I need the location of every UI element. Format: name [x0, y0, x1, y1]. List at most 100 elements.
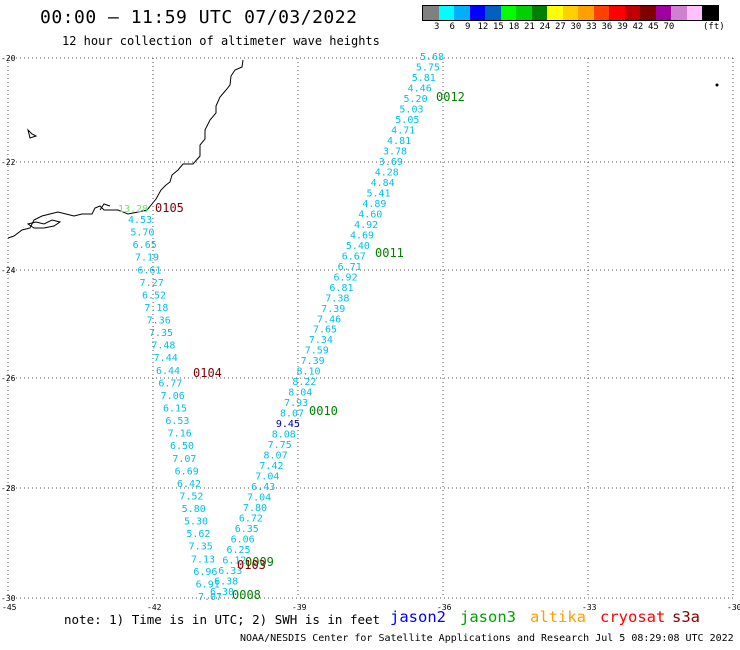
wave-height-label: 7.07 — [198, 592, 222, 603]
wave-height-label: 4.81 — [387, 136, 411, 147]
color-scale-legend — [422, 5, 719, 21]
page-subtitle: 12 hour collection of altimeter wave hei… — [62, 34, 380, 48]
legend-swatch — [624, 6, 640, 20]
wave-height-label: 8.22 — [292, 377, 316, 388]
map-grid: -20-22-24-26-28-30-45 -42 -39 -36 -33 -30 — [1, 54, 740, 612]
wave-height-label: 6.72 — [239, 514, 263, 525]
legend-swatch — [702, 6, 718, 20]
wave-height-label: 5.81 — [412, 73, 436, 84]
pass-time-tag: 0103 — [237, 558, 266, 572]
lat-tick-label: -24 — [1, 266, 16, 275]
page-title: 00:00 – 11:59 UTC 07/03/2022 — [40, 7, 358, 28]
wave-height-label: 7.48 — [151, 341, 175, 352]
legend-tick-label: 27 — [555, 22, 566, 32]
wave-height-label: 6.33 — [218, 566, 242, 577]
wave-height-label: 6.67 — [342, 251, 366, 262]
legend-tick-label: 18 — [508, 22, 520, 32]
lon-tick-label: -30 — [727, 603, 740, 612]
pass-time-tag: 0009 — [245, 555, 274, 569]
bay-path — [26, 219, 62, 229]
wave-height-label: 6.65 — [133, 240, 157, 251]
legend-tick-label: 36 — [601, 22, 613, 32]
altimeter-tracks: 4.535.706.657.196.617.276.527.187.367.35… — [118, 52, 465, 603]
wave-height-label: 6.44 — [156, 366, 180, 377]
wave-height-label: 4.46 — [408, 83, 432, 94]
legend-unit-label: (ft) — [703, 22, 725, 32]
legend-tick-label: 6 — [449, 22, 455, 32]
coastline-path — [7, 59, 244, 239]
wave-height-label: 6.61 — [137, 265, 161, 276]
wave-height-label: 5.80 — [182, 504, 206, 515]
wave-height-label: 7.75 — [268, 440, 292, 451]
island-dot — [715, 83, 719, 87]
wave-height-label: 4.53 — [128, 215, 152, 226]
legend-tick-label: 33 — [586, 22, 597, 32]
wave-height-label: 4.69 — [350, 230, 374, 241]
wave-height-label: 6.92 — [334, 272, 358, 283]
pass-time-tag: 0105 — [155, 201, 184, 215]
wave-height-label: 5.75 — [416, 62, 440, 73]
legend-swatch — [671, 6, 687, 20]
legend-tick-label: 3 — [434, 22, 440, 32]
wave-height-label: 6.30 — [210, 587, 234, 598]
lon-tick-label: -42 — [147, 603, 162, 612]
legend-swatch — [531, 6, 547, 20]
wave-height-label: 6.71 — [338, 262, 362, 273]
legend-swatch — [485, 6, 501, 20]
wave-height-label: 6.52 — [142, 290, 166, 301]
wave-height-label: 6.81 — [329, 283, 353, 294]
wave-height-label: 6.77 — [158, 378, 182, 389]
sat-label-cryosat: cryosat — [600, 608, 666, 626]
sat-label-jason3: jason3 — [460, 608, 516, 626]
wave-height-label: 3.69 — [379, 157, 403, 168]
wave-height-label: 6.91 — [196, 579, 220, 590]
pass-time-tag: 0012 — [436, 90, 465, 104]
wave-height-label: 6.35 — [235, 524, 259, 535]
pass-time-tag: 0104 — [193, 366, 222, 380]
wave-height-label: 3.78 — [383, 146, 407, 157]
wave-height-label: 8.07 — [280, 409, 304, 420]
wave-height-label: 5.30 — [184, 517, 208, 528]
legend-tick-label: 15 — [493, 22, 504, 32]
wave-height-label: 6.25 — [226, 545, 250, 556]
wave-height-label: 7.59 — [305, 346, 329, 357]
wave-height-label: 8.07 — [264, 451, 288, 462]
wave-height-label: 7.06 — [161, 391, 185, 402]
wave-height-label: 4.60 — [358, 209, 382, 220]
wave-height-label: 7.42 — [259, 461, 283, 472]
lon-tick-label: -45 — [2, 603, 17, 612]
legend-swatch — [469, 6, 485, 20]
wave-height-label: 5.40 — [346, 241, 370, 252]
wave-height-label: 8.08 — [272, 430, 296, 441]
wave-height-label: 7.16 — [168, 429, 192, 440]
wave-height-label: 6.43 — [251, 482, 275, 493]
wave-height-label: 7.04 — [247, 493, 271, 504]
wave-height-label: 7.44 — [154, 353, 178, 364]
wave-height-label: 7.52 — [179, 491, 203, 502]
wave-height-label: 4.92 — [354, 220, 378, 231]
sat-label-altika: altika — [530, 608, 586, 626]
legend-tick-label: 42 — [632, 22, 644, 32]
wave-height-label: 7.46 — [317, 314, 341, 325]
lon-tick-label: -39 — [292, 603, 307, 612]
wave-height-label: 4.84 — [371, 178, 395, 189]
legend-tick-label: 39 — [617, 22, 628, 32]
legend-swatch — [593, 6, 609, 20]
wave-height-label: 5.70 — [130, 228, 154, 239]
wave-height-label: 7.38 — [325, 293, 349, 304]
wave-height-label: 7.80 — [243, 503, 267, 514]
pass-time-tag: 0011 — [375, 246, 404, 260]
legend-swatch — [438, 6, 454, 20]
wave-height-label: 5.41 — [366, 188, 390, 199]
legend-swatch — [578, 6, 594, 20]
wave-height-label: 7.93 — [284, 398, 308, 409]
legend-swatch — [454, 6, 470, 20]
wave-height-label: 4.28 — [375, 167, 399, 178]
wave-height-label: 6.42 — [177, 479, 201, 490]
legend-tick-label: 30 — [570, 22, 582, 32]
wave-height-label: 7.04 — [255, 472, 279, 483]
wave-height-label: 7.27 — [140, 278, 164, 289]
wave-height-label: 9.45 — [276, 419, 300, 430]
pass-time-tag: 0008 — [232, 588, 261, 602]
